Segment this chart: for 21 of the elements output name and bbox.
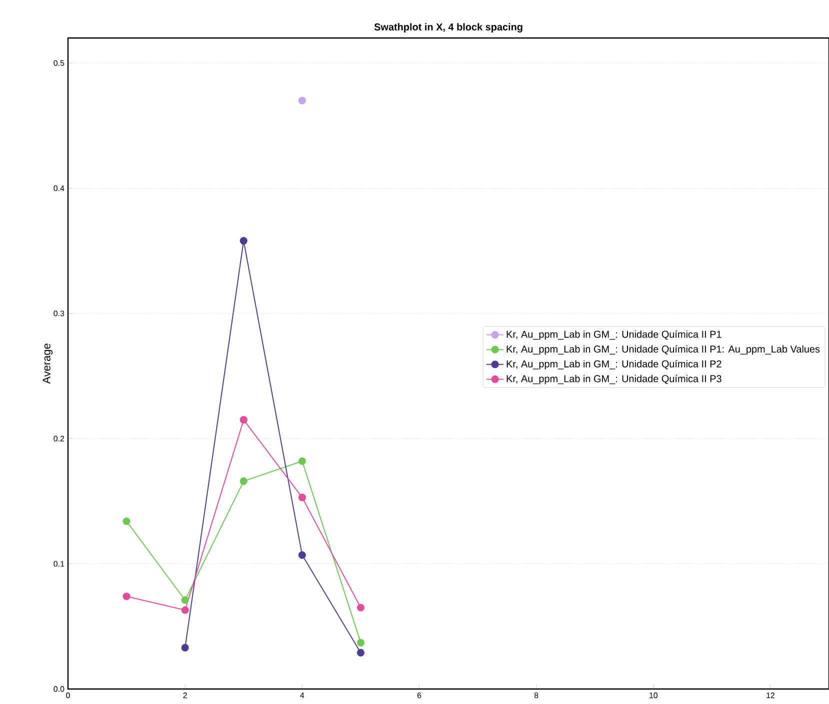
point (240, 237, 248, 245)
point (181, 596, 189, 604)
point (122, 517, 130, 526)
y-axis-title: Average (42, 344, 53, 384)
point (240, 416, 248, 424)
point (356, 638, 364, 646)
point (122, 592, 130, 600)
point (181, 644, 189, 652)
point (240, 477, 248, 485)
point (298, 494, 306, 502)
point (356, 604, 364, 612)
legend-label: Kr, Au_ppm_Lab in GM_: Unidade Química II P1 (506, 330, 722, 340)
point (356, 648, 364, 656)
point (181, 606, 189, 614)
legend-label: Kr, Au_ppm_Lab in GM_: Unidade Química II P3 (506, 374, 722, 384)
chart-title: Swathplot in X, 4 block spacing (374, 23, 522, 32)
point (298, 551, 306, 559)
legend-label: Kr, Au_ppm_Lab in GM_: Unidade Química II P2 (506, 360, 722, 370)
legend-label: Kr, Au_ppm_Lab in GM_: Unidade Química II P1: Au_ppm_Lab Values (506, 345, 820, 355)
point (298, 457, 306, 465)
point (298, 96, 306, 104)
